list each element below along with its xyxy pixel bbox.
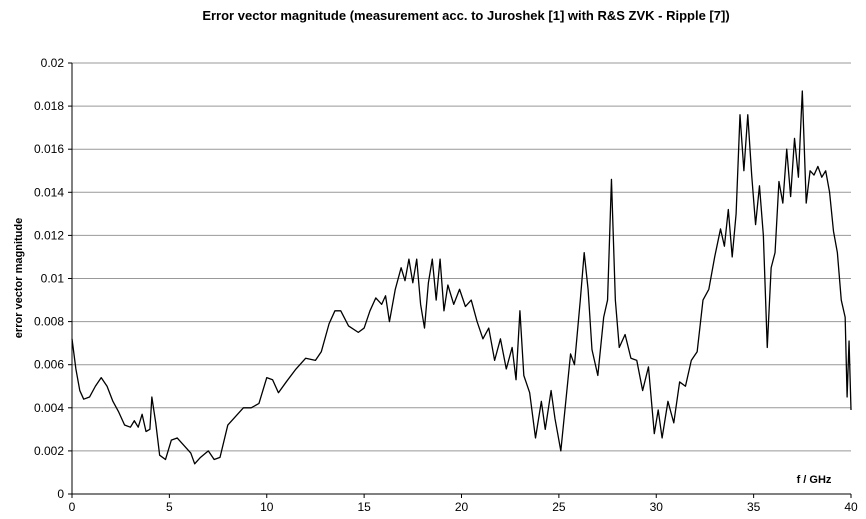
y-tick-label: 0.006 bbox=[34, 358, 64, 372]
x-tick-label: 35 bbox=[747, 500, 761, 514]
y-tick-label: 0 bbox=[57, 487, 64, 501]
y-tick-label: 0.02 bbox=[41, 56, 65, 70]
x-tick-label: 10 bbox=[260, 500, 274, 514]
x-axis-label: f / GHz bbox=[797, 474, 832, 486]
y-tick-label: 0.014 bbox=[34, 185, 64, 199]
y-axis-label: error vector magnitude bbox=[13, 218, 25, 338]
x-tick-label: 5 bbox=[166, 500, 173, 514]
y-tick-label: 0.018 bbox=[34, 99, 64, 113]
y-tick-label: 0.002 bbox=[34, 444, 64, 458]
y-tick-label: 0.012 bbox=[34, 228, 64, 242]
x-tick-label: 30 bbox=[650, 500, 664, 514]
data-line bbox=[71, 90, 852, 465]
x-tick-label: 0 bbox=[69, 500, 76, 514]
y-tick-label: 0.004 bbox=[34, 401, 64, 415]
chart-title: Error vector magnitude (measurement acc.… bbox=[202, 8, 729, 23]
x-tick-label: 15 bbox=[357, 500, 371, 514]
x-tick-label: 25 bbox=[552, 500, 566, 514]
x-tick-label: 40 bbox=[844, 500, 858, 514]
y-tick-label: 0.008 bbox=[34, 315, 64, 329]
y-tick-label: 0.016 bbox=[34, 142, 64, 156]
x-tick-label: 20 bbox=[455, 500, 469, 514]
y-tick-label: 0.01 bbox=[41, 272, 65, 286]
